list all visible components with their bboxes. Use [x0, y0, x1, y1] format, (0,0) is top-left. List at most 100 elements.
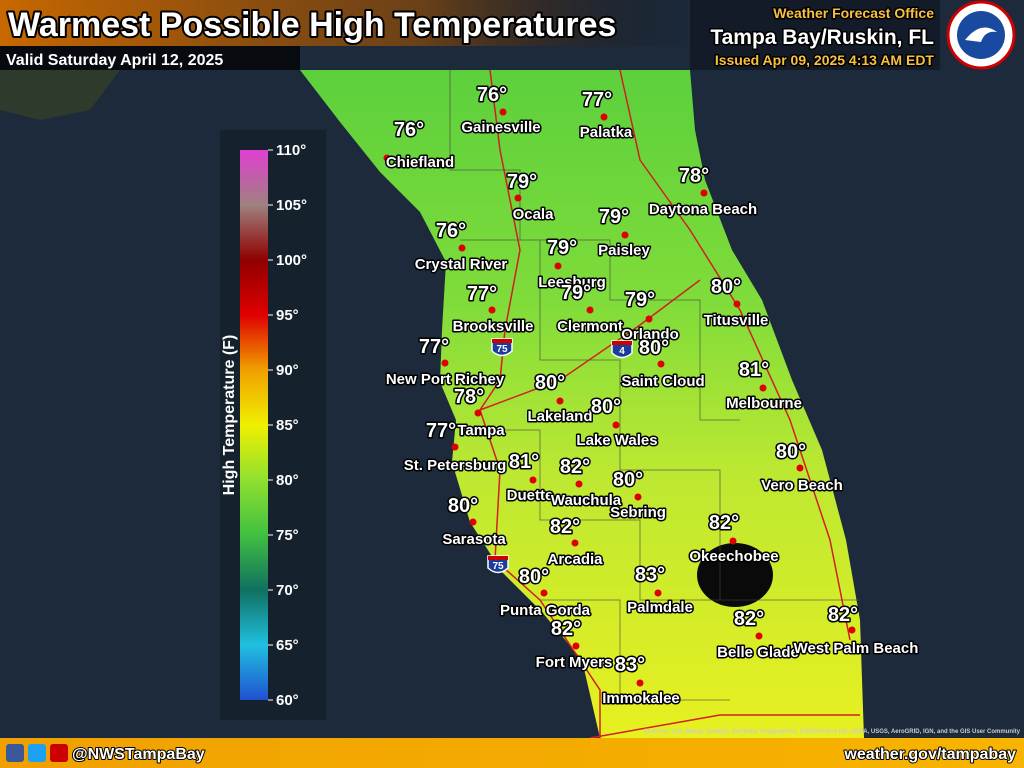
- city-dot: [488, 306, 496, 314]
- office-line2: Tampa Bay/Ruskin, FL: [710, 26, 934, 49]
- legend-tick-label: 70°: [276, 582, 299, 599]
- legend-tick-label: 100°: [276, 252, 307, 269]
- city-dot: [848, 626, 856, 634]
- shield: [487, 555, 509, 574]
- city-dot: [474, 409, 482, 417]
- city-name: Palatka: [580, 124, 633, 141]
- legend-tick-label: 105°: [276, 197, 307, 214]
- city-dot: [755, 632, 763, 640]
- city-name: Sarasota: [442, 531, 506, 548]
- city-dot: [700, 189, 708, 197]
- shield-number: 75: [492, 561, 504, 572]
- cities: 76° Gainesville 77° Palatka 76° Chiefland 79° O…: [383, 83, 920, 709]
- city-temp: 76°: [477, 84, 507, 106]
- city-temp: 83°: [615, 654, 645, 676]
- city-temp: 78°: [454, 386, 484, 408]
- city-dot: [733, 300, 741, 308]
- city-dot: [654, 589, 662, 597]
- city-dot: [759, 384, 767, 392]
- city-name: Chiefland: [386, 154, 454, 171]
- city-name: Clermont: [557, 318, 623, 335]
- legend-tick-label: 60°: [276, 692, 299, 709]
- city-temp: 79°: [507, 171, 537, 193]
- city-name: Tampa: [457, 422, 505, 439]
- roads: [479, 69, 860, 739]
- city-dot: [572, 642, 580, 650]
- legend-tick-label: 90°: [276, 362, 299, 379]
- youtube-icon[interactable]: [50, 744, 68, 762]
- lake-okeechobee: [697, 543, 773, 607]
- city-dot: [575, 480, 583, 488]
- city-name: Orlando: [621, 326, 679, 343]
- facebook-icon[interactable]: [6, 744, 24, 762]
- city-temp: 82°: [560, 456, 590, 478]
- city-temp: 81°: [739, 359, 769, 381]
- city-name: Sebring: [610, 504, 666, 521]
- city-temp: 83°: [635, 564, 665, 586]
- title: Warmest Possible High Temperatures: [8, 6, 616, 44]
- city-dot: [469, 518, 477, 526]
- county-lines: [449, 70, 860, 701]
- city-name: St. Petersburg: [404, 457, 507, 474]
- city-dot: [636, 679, 644, 687]
- footer-url[interactable]: weather.gov/tampabay: [842, 745, 1017, 764]
- legend-title: High Temperature (F): [221, 335, 238, 496]
- city-name: Duette: [507, 487, 554, 504]
- city-temp: 80°: [639, 337, 669, 359]
- city-dot: [729, 537, 737, 545]
- city-dot: [571, 539, 579, 547]
- city-dot: [554, 262, 562, 270]
- city-temp: 78°: [679, 165, 709, 187]
- shield-number: 4: [619, 346, 625, 357]
- city-name: Ocala: [513, 206, 555, 223]
- highway-shields: 75 4 75: [487, 338, 633, 574]
- city-dot: [451, 443, 459, 451]
- city-dot: [612, 421, 620, 429]
- city-temp: 80°: [519, 566, 549, 588]
- city-temp: 76°: [436, 220, 466, 242]
- city-temp: 77°: [426, 420, 456, 442]
- legend-tick-label: 65°: [276, 637, 299, 654]
- shield: [491, 338, 513, 357]
- city-name: Saint Cloud: [621, 373, 704, 390]
- city-dot: [441, 359, 449, 367]
- city-dot: [556, 397, 564, 405]
- city-temp: 80°: [776, 441, 806, 463]
- attribution: Sources: Esri, Maxar, GeoEye, Earthstar …: [644, 729, 1021, 735]
- city-name: Lakeland: [527, 408, 592, 425]
- footer-handle[interactable]: @NWSTampaBay: [71, 745, 206, 764]
- footer-bar: [0, 738, 1024, 768]
- city-name: Arcadia: [547, 551, 603, 568]
- twitter-icon[interactable]: [28, 744, 46, 762]
- city-temp: 76°: [394, 119, 424, 141]
- city-temp: 80°: [711, 276, 741, 298]
- city-temp: 79°: [625, 289, 655, 311]
- city-temp: 79°: [547, 237, 577, 259]
- issued: Issued Apr 09, 2025 4:13 AM EDT: [715, 52, 935, 68]
- city-temp: 80°: [591, 396, 621, 418]
- city-name: Paisley: [598, 242, 650, 259]
- city-name: Fort Myers: [536, 654, 613, 671]
- city-dot: [540, 589, 548, 597]
- city-name: Brooksville: [453, 318, 534, 335]
- city-temp: 79°: [561, 282, 591, 304]
- city-name: Palmdale: [627, 599, 693, 616]
- city-temp: 80°: [448, 495, 478, 517]
- color-bar: [240, 150, 268, 700]
- legend-tick-label: 80°: [276, 472, 299, 489]
- city-name: Immokalee: [602, 690, 680, 707]
- city-temp: 77°: [467, 283, 497, 305]
- legend-tick-label: 95°: [276, 307, 299, 324]
- city-temp: 77°: [419, 336, 449, 358]
- city-name: New Port Richey: [386, 371, 505, 388]
- city-name: Vero Beach: [761, 477, 843, 494]
- city-temp: 77°: [582, 89, 612, 111]
- city-name: Okeechobee: [689, 548, 778, 565]
- city-name: Titusville: [704, 312, 769, 329]
- shield-top: [488, 556, 508, 560]
- legend-tick-label: 110°: [276, 142, 306, 159]
- city-dot: [645, 315, 653, 323]
- city-name: West Palm Beach: [794, 640, 919, 657]
